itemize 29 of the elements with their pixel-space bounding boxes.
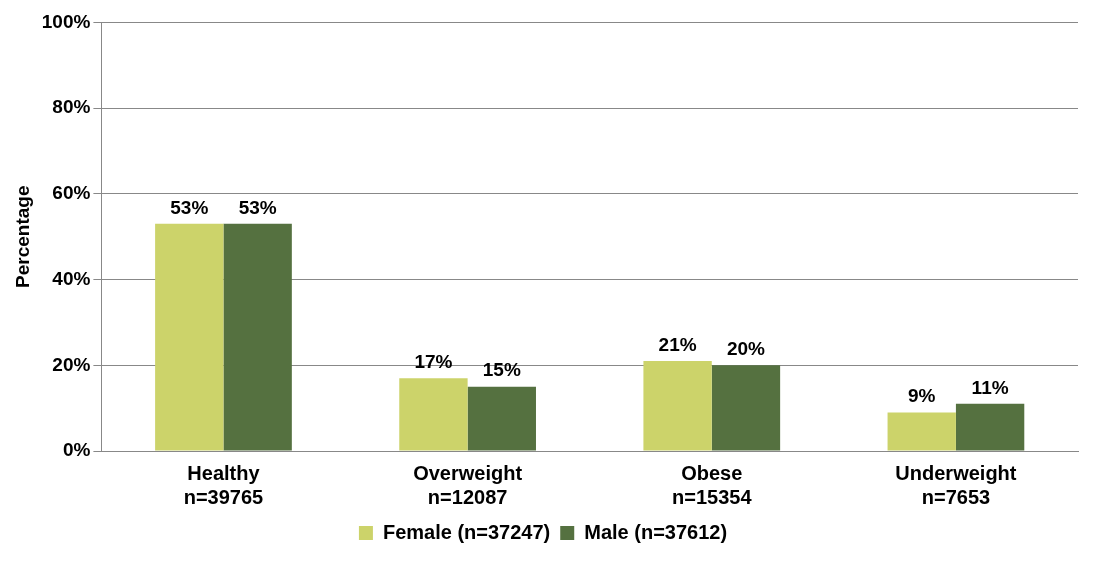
data-label: 11% (971, 376, 1009, 398)
y-tick-label: 80% (52, 96, 91, 118)
x-tick-label: Underweight n=7653 (895, 461, 1017, 508)
bar (467, 386, 536, 451)
data-label: 21% (658, 333, 697, 355)
data-label: 53% (238, 196, 277, 218)
legend-label: Female (n=37247) (382, 520, 551, 543)
data-label: 15% (482, 359, 521, 381)
data-label: 20% (726, 338, 766, 360)
x-tick-label: Overweight n=12087 (413, 461, 523, 508)
x-tick-label: Obese n=15354 (672, 461, 753, 508)
data-label: 9% (908, 385, 936, 407)
data-label: 53% (170, 196, 209, 218)
y-tick-label: 20% (52, 353, 91, 375)
bar (711, 365, 781, 451)
bar (223, 223, 292, 451)
y-tick-label: 100% (41, 10, 91, 32)
y-tick-label: 60% (52, 182, 91, 204)
bar (155, 223, 224, 451)
data-label: 17% (414, 350, 453, 372)
bar (887, 412, 956, 451)
x-tick-label: Healthy n=39765 (183, 461, 264, 508)
y-axis-title: Percentage (11, 185, 33, 288)
y-tick-label: 40% (52, 267, 91, 289)
bar (399, 378, 468, 451)
y-tick-label: 0% (62, 439, 91, 461)
bar (955, 403, 1025, 451)
legend-label: Male (n=37612) (584, 520, 728, 543)
bar (643, 360, 712, 451)
